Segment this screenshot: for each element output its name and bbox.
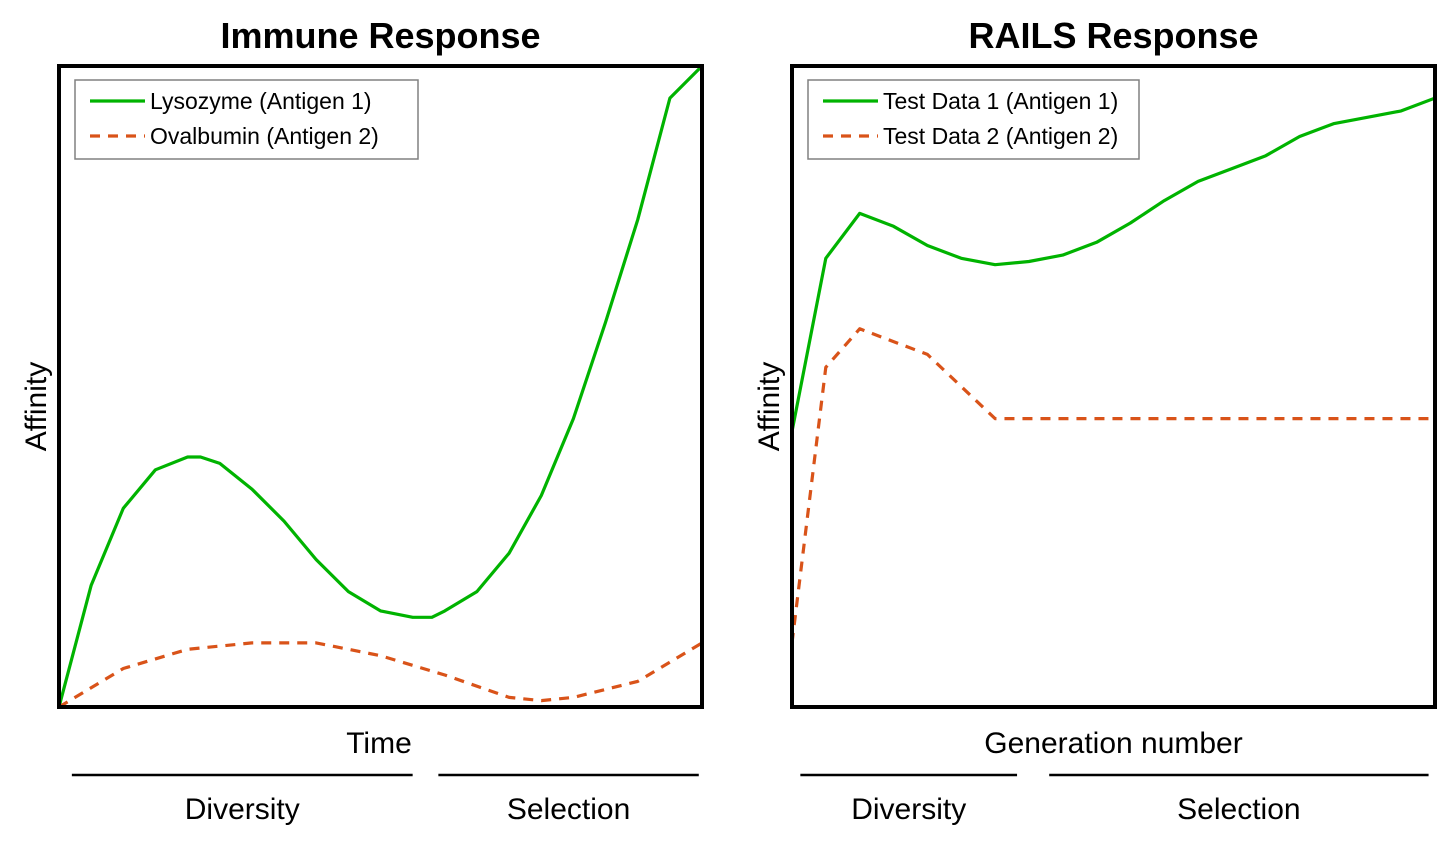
plot-frame [790,64,1437,709]
x-axis-label: Generation number [984,727,1243,760]
series-line-2 [792,327,1435,644]
phase-label-1: Diversity [851,793,966,826]
legend-label-2: Ovalbumin (Antigen 2) [150,123,379,149]
plot-frame [57,64,704,709]
legend-label-1: Test Data 1 (Antigen 1) [883,88,1118,114]
y-axis-label: Affinity [20,362,53,452]
y-axis-label: Affinity [753,362,786,452]
phase-label-2: Selection [507,793,630,826]
series-line-2 [59,641,702,707]
chart-title: RAILS Response [968,15,1258,56]
series-line-1 [59,66,702,707]
chart-panel-1: Immune Response Lysozyme (Antigen 1) Ovalb… [20,15,704,826]
legend-box [74,79,419,160]
chart-title: Immune Response [220,15,540,56]
legend: Test Data 1 (Antigen 1) Test Data 2 (Anti… [807,79,1140,160]
legend-label-1: Lysozyme (Antigen 1) [150,88,372,114]
phase-label-1: Diversity [185,793,300,826]
x-axis-label: Time [346,727,412,760]
series-line-1 [792,96,1435,432]
legend-label-2: Test Data 2 (Antigen 2) [883,123,1118,149]
legend-box [807,79,1140,160]
legend: Lysozyme (Antigen 1) Ovalbumin (Antigen 2… [74,79,419,160]
phase-label-2: Selection [1177,793,1300,826]
